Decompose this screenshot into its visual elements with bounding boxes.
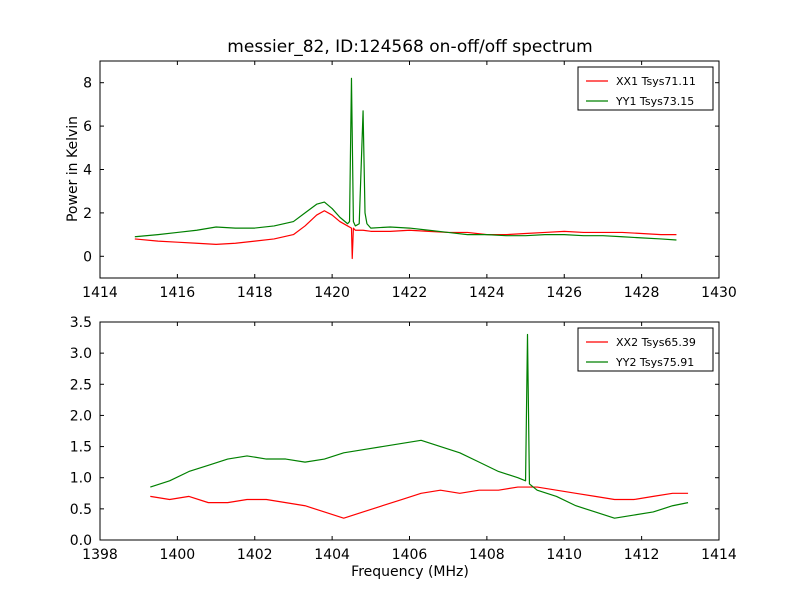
bottom-legend-label-1: YY2 Tsys75.91 xyxy=(615,356,694,369)
top-ytick-label: 4 xyxy=(83,163,92,179)
bottom-ytick-label: 0.5 xyxy=(70,502,92,518)
bottom-xtick-label: 1404 xyxy=(314,547,350,563)
top-panel-title: messier_82, ID:124568 on-off/off spectru… xyxy=(227,37,592,57)
top-panel-ylabel: Power in Kelvin xyxy=(65,116,81,222)
top-series-group xyxy=(134,77,677,260)
top-xtick-label: 1414 xyxy=(82,285,118,301)
bottom-plot-area: 1398 1400 1402 1404 1406 1408 1410 1412 1414 0.0 0… xyxy=(70,315,737,563)
bottom-series-line-1 xyxy=(150,333,689,519)
bottom-xtick-label: 1400 xyxy=(160,547,196,563)
bottom-xtick-label: 1410 xyxy=(546,547,582,563)
bottom-ytick-label: 2.5 xyxy=(70,377,92,393)
bottom-ytick-label: 3.5 xyxy=(70,315,92,331)
bottom-legend-box xyxy=(577,327,714,372)
top-xtick-label: 1422 xyxy=(392,285,428,301)
bottom-ytick-label: 0.0 xyxy=(70,533,92,549)
bottom-ytick-label: 2.0 xyxy=(70,408,92,424)
top-ytick-label: 8 xyxy=(83,76,92,92)
top-legend: XX1 Tsys71.11 YY1 Tsys73.15 xyxy=(577,66,714,111)
top-legend-label-0: XX1 Tsys71.11 xyxy=(616,75,696,88)
top-xtick-label: 1430 xyxy=(701,285,737,301)
top-xtick-label: 1424 xyxy=(469,285,505,301)
top-xtick-label: 1426 xyxy=(546,285,582,301)
bottom-series-line-0 xyxy=(150,486,689,519)
top-legend-label-1: YY1 Tsys73.15 xyxy=(615,95,694,108)
top-ytick-label: 0 xyxy=(83,249,92,265)
bottom-panel-xlabel: Frequency (MHz) xyxy=(351,564,469,580)
top-ytick-label: 6 xyxy=(83,119,92,135)
top-series-line-0 xyxy=(134,210,677,260)
panel-top: messier_82, ID:124568 on-off/off spectru… xyxy=(65,37,737,301)
bottom-ytick-label: 1.5 xyxy=(70,440,92,456)
top-xtick-label: 1420 xyxy=(314,285,350,301)
bottom-ytick-label: 1.0 xyxy=(70,471,92,487)
top-xtick-label: 1428 xyxy=(624,285,660,301)
bottom-legend-label-0: XX2 Tsys65.39 xyxy=(616,336,696,349)
bottom-xtick-label: 1414 xyxy=(701,547,737,563)
top-xtick-label: 1416 xyxy=(160,285,196,301)
bottom-xtick-label: 1412 xyxy=(624,547,660,563)
bottom-legend: XX2 Tsys65.39 YY2 Tsys75.91 xyxy=(577,327,714,372)
bottom-xtick-label: 1408 xyxy=(469,547,505,563)
panel-bottom: Frequency (MHz) 1398 1400 1402 1404 1406 1408… xyxy=(70,315,737,580)
bottom-series-group xyxy=(150,333,689,519)
top-ytick-label: 2 xyxy=(83,206,92,222)
top-series-line-1 xyxy=(134,77,677,241)
top-plot-area: 1414 1416 1418 1420 1422 1424 1426 1428 1430 0 2 4 6… xyxy=(82,60,737,301)
bottom-xtick-label: 1406 xyxy=(392,547,428,563)
bottom-xtick-label: 1402 xyxy=(237,547,273,563)
top-legend-box xyxy=(577,66,714,111)
bottom-xtick-label: 1398 xyxy=(82,547,118,563)
top-xtick-label: 1418 xyxy=(237,285,273,301)
bottom-ytick-label: 3.0 xyxy=(70,346,92,362)
